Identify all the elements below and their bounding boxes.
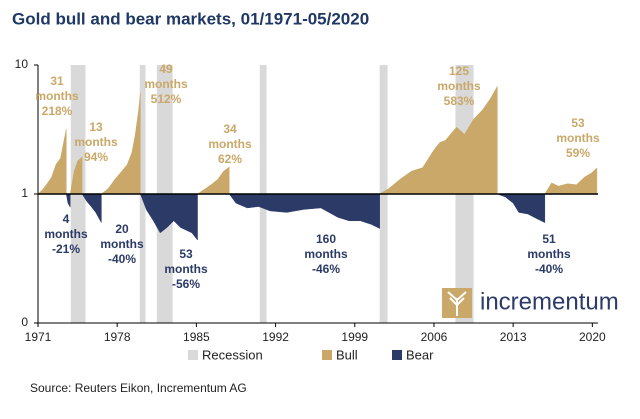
x-tick-label: 1978 xyxy=(104,330,131,344)
y-tick-label: 10 xyxy=(15,57,29,71)
legend-label: Bear xyxy=(406,347,434,362)
area-bear xyxy=(140,193,198,241)
area-bull xyxy=(37,129,67,195)
annotation: 49 xyxy=(159,62,173,76)
annotation: 94% xyxy=(84,150,108,164)
annotation: months xyxy=(164,262,208,276)
logo-tree xyxy=(447,291,467,316)
source: Source: Reuters Eikon, Incrementum AG xyxy=(30,381,247,395)
annotation: -56% xyxy=(172,277,200,291)
annotation: months xyxy=(556,131,600,145)
area-bull xyxy=(544,167,598,195)
annotation: months xyxy=(100,237,144,251)
annotation: 13 xyxy=(89,120,103,134)
logo-text: incrementum xyxy=(480,288,619,315)
y-tick-label: 1 xyxy=(21,186,28,200)
annotation: 51 xyxy=(542,232,556,246)
annotation: 4 xyxy=(63,212,70,226)
annotation: 160 xyxy=(316,232,336,246)
annotation: months xyxy=(208,137,252,151)
annotation: 583% xyxy=(444,94,475,108)
annotation: -40% xyxy=(535,262,563,276)
area-bull xyxy=(196,166,230,195)
annotation: -21% xyxy=(52,242,80,256)
area-bear xyxy=(228,193,380,229)
annotation: 512% xyxy=(151,92,182,106)
x-tick-label: 1992 xyxy=(262,330,289,344)
area-bull xyxy=(378,85,498,195)
annotation: months xyxy=(44,227,88,241)
legend-label: Recession xyxy=(202,347,263,362)
annotation: months xyxy=(35,89,79,103)
plot-area xyxy=(34,64,598,327)
x-tick-label: 2006 xyxy=(421,330,448,344)
legend-swatch xyxy=(392,350,402,360)
annotation: 20 xyxy=(115,222,129,236)
annotation: months xyxy=(304,247,348,261)
annotation: 53 xyxy=(179,247,193,261)
annotation: months xyxy=(527,247,571,261)
annotation: months xyxy=(144,77,188,91)
area-bear xyxy=(497,193,546,224)
x-tick-label: 2020 xyxy=(579,330,606,344)
logo: incrementum xyxy=(442,288,619,318)
legend-swatch xyxy=(188,350,198,360)
annotation: 31 xyxy=(50,74,64,88)
annotation: 34 xyxy=(223,122,237,136)
y-tick-label: 0 xyxy=(21,315,28,329)
x-tick-label: 1985 xyxy=(183,330,210,344)
annotation: -46% xyxy=(312,262,340,276)
annotation: 125 xyxy=(449,64,469,78)
legend-swatch xyxy=(322,350,332,360)
area-bear xyxy=(65,193,71,208)
x-tick-label: 1971 xyxy=(25,330,52,344)
legend-label: Bull xyxy=(336,347,358,362)
annotation: months xyxy=(74,135,118,149)
chart-title: Gold bull and bear markets, 01/1971-05/2… xyxy=(12,9,369,28)
annotation: months xyxy=(437,79,481,93)
x-tick-label: 1999 xyxy=(341,330,368,344)
annotation: 218% xyxy=(42,104,73,118)
annotation: 53 xyxy=(571,116,585,130)
annotation: -40% xyxy=(108,252,136,266)
annotation: 62% xyxy=(218,152,242,166)
x-tick-label: 2013 xyxy=(500,330,527,344)
area-bull xyxy=(100,92,141,195)
annotation: 59% xyxy=(566,146,590,160)
